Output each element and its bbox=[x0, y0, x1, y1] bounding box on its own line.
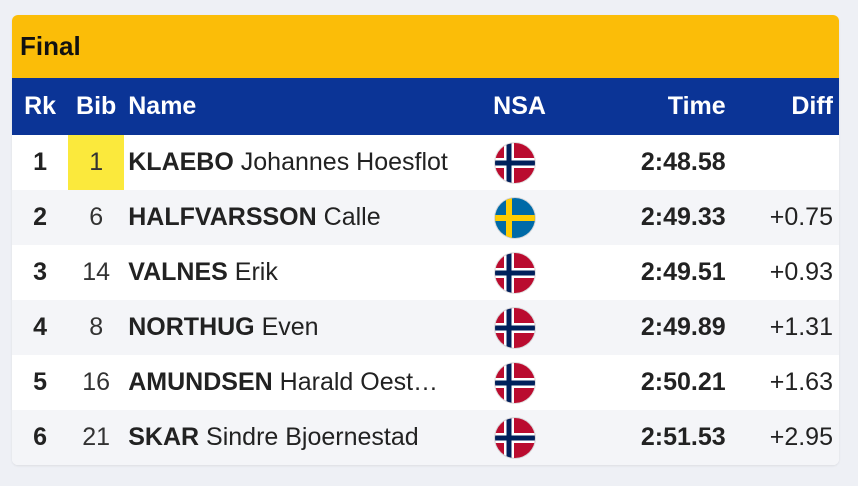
athlete-name[interactable]: NORTHUG Even bbox=[128, 313, 488, 342]
bib-cell: 6 bbox=[89, 203, 104, 231]
rank-cell: 3 bbox=[33, 258, 48, 286]
result-row[interactable]: 6 21 SKAR Sindre Bjoernestad 2:51.53 +2.95 bbox=[12, 410, 839, 465]
col-bib-header[interactable]: Bib bbox=[76, 92, 117, 120]
athlete-surname: AMUNDSEN bbox=[128, 368, 273, 396]
results-table: Rk Bib Name NSA Time Diff 1 1 KLAEBO Johan… bbox=[12, 78, 839, 465]
athlete-name-cell[interactable]: SKAR Sindre Bjoernestad bbox=[124, 410, 493, 465]
athlete-name-cell[interactable]: HALFVARSSON Calle bbox=[124, 190, 493, 245]
rank-cell: 1 bbox=[33, 148, 48, 176]
diff-cell: +2.95 bbox=[769, 423, 833, 451]
result-row[interactable]: 1 1 KLAEBO Johannes Hoesflot 2:48.58 bbox=[12, 135, 839, 190]
time-cell: 2:49.33 bbox=[640, 203, 726, 231]
col-name-header[interactable]: Name bbox=[128, 92, 197, 120]
athlete-name[interactable]: AMUNDSEN Harald Oest… bbox=[128, 368, 488, 397]
time-cell: 2:49.51 bbox=[640, 258, 726, 286]
norway-flag-icon bbox=[495, 142, 536, 183]
athlete-name-cell[interactable]: NORTHUG Even bbox=[124, 300, 493, 355]
athlete-surname: VALNES bbox=[128, 258, 228, 286]
rank-cell: 5 bbox=[33, 368, 48, 396]
nsa-cell bbox=[493, 190, 553, 245]
results-title: Final bbox=[20, 31, 81, 61]
athlete-given-name: Johannes Hoesflot bbox=[240, 148, 448, 176]
athlete-surname: KLAEBO bbox=[128, 148, 234, 176]
rank-cell: 6 bbox=[33, 423, 48, 451]
athlete-name-cell[interactable]: VALNES Erik bbox=[124, 245, 493, 300]
time-cell: 2:48.58 bbox=[640, 148, 726, 176]
nsa-cell bbox=[493, 135, 553, 190]
diff-cell: +1.63 bbox=[769, 368, 833, 396]
results-title-bar: Final bbox=[12, 15, 839, 78]
nsa-cell bbox=[493, 245, 553, 300]
bib-cell: 8 bbox=[89, 313, 104, 341]
col-nsa-header[interactable]: NSA bbox=[493, 92, 546, 120]
diff-cell: +0.75 bbox=[769, 203, 833, 231]
rank-cell: 2 bbox=[33, 203, 48, 231]
diff-cell: +0.93 bbox=[769, 258, 833, 286]
result-row[interactable]: 4 8 NORTHUG Even 2:49.89 +1.31 bbox=[12, 300, 839, 355]
diff-cell bbox=[726, 135, 839, 190]
athlete-given-name: Harald Oest… bbox=[279, 368, 439, 396]
time-cell: 2:50.21 bbox=[640, 368, 726, 396]
norway-flag-icon bbox=[495, 252, 536, 293]
sweden-flag-icon bbox=[495, 197, 536, 238]
results-table-header: Rk Bib Name NSA Time Diff bbox=[12, 78, 839, 135]
result-row[interactable]: 3 14 VALNES Erik 2:49.51 +0.93 bbox=[12, 245, 839, 300]
athlete-given-name: Sindre Bjoernestad bbox=[206, 423, 419, 451]
rank-cell: 4 bbox=[33, 313, 48, 341]
result-row[interactable]: 5 16 AMUNDSEN Harald Oest… 2:50.21 +1.63 bbox=[12, 355, 839, 410]
athlete-name[interactable]: KLAEBO Johannes Hoesflot bbox=[128, 148, 488, 177]
norway-flag-icon bbox=[495, 362, 536, 403]
nsa-cell bbox=[493, 355, 553, 410]
norway-flag-icon bbox=[495, 417, 536, 458]
results-table-body: 1 1 KLAEBO Johannes Hoesflot 2:48.58 2 6 HALFV… bbox=[12, 135, 839, 465]
bib-cell: 21 bbox=[82, 423, 111, 451]
time-cell: 2:51.53 bbox=[640, 423, 726, 451]
athlete-given-name: Even bbox=[261, 313, 319, 341]
bib-cell: 1 bbox=[68, 135, 125, 190]
athlete-name[interactable]: SKAR Sindre Bjoernestad bbox=[128, 423, 488, 452]
col-rank-header[interactable]: Rk bbox=[24, 92, 57, 120]
athlete-name[interactable]: HALFVARSSON Calle bbox=[128, 203, 488, 232]
nsa-cell bbox=[493, 300, 553, 355]
athlete-name[interactable]: VALNES Erik bbox=[128, 258, 488, 287]
bib-cell: 14 bbox=[82, 258, 111, 286]
header-row: Rk Bib Name NSA Time Diff bbox=[12, 78, 839, 135]
athlete-name-cell[interactable]: AMUNDSEN Harald Oest… bbox=[124, 355, 493, 410]
norway-flag-icon bbox=[495, 307, 536, 348]
athlete-given-name: Erik bbox=[234, 258, 278, 286]
diff-cell: +1.31 bbox=[769, 313, 833, 341]
athlete-surname: SKAR bbox=[128, 423, 200, 451]
athlete-name-cell[interactable]: KLAEBO Johannes Hoesflot bbox=[124, 135, 493, 190]
col-diff-header[interactable]: Diff bbox=[791, 92, 833, 120]
athlete-given-name: Calle bbox=[323, 203, 381, 231]
athlete-surname: HALFVARSSON bbox=[128, 203, 317, 231]
nsa-cell bbox=[493, 410, 553, 465]
time-cell: 2:49.89 bbox=[640, 313, 726, 341]
result-row[interactable]: 2 6 HALFVARSSON Calle 2:49.33 +0.75 bbox=[12, 190, 839, 245]
bib-cell: 16 bbox=[82, 368, 111, 396]
athlete-surname: NORTHUG bbox=[128, 313, 255, 341]
results-card: Final Rk Bib Name NSA Time Diff 1 1 KLAEBO… bbox=[12, 15, 839, 465]
col-time-header[interactable]: Time bbox=[667, 92, 726, 120]
